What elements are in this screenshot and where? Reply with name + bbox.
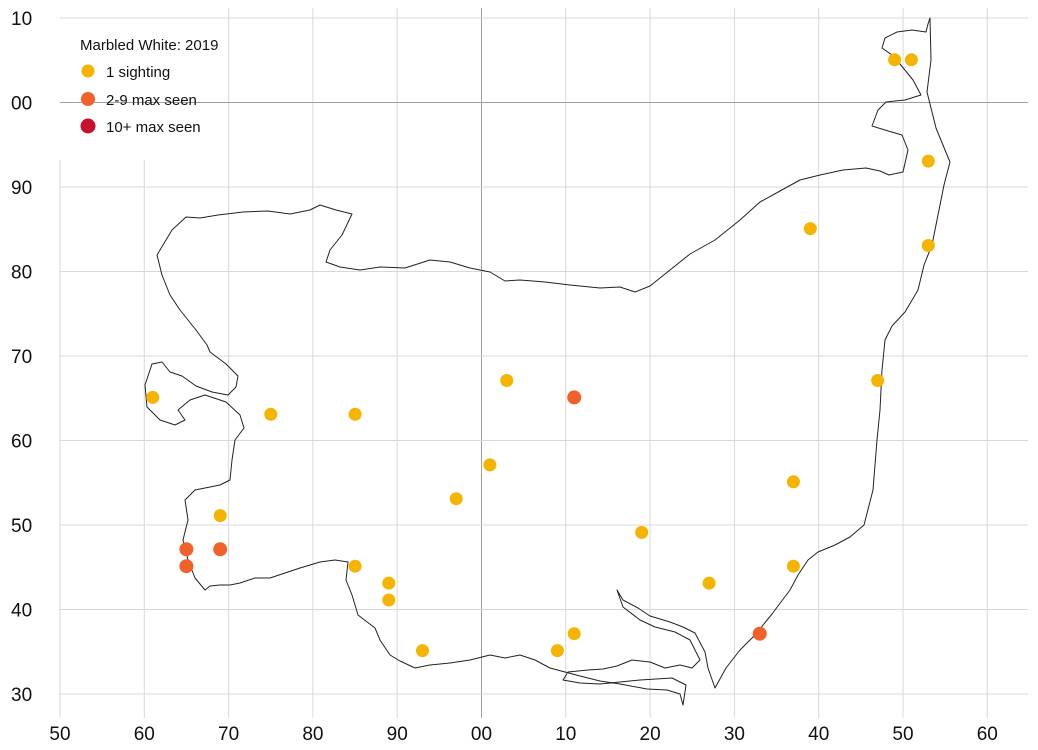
legend: Marbled White: 2019 1 sighting 2-9 max s… <box>80 37 218 136</box>
legend-label-3: 10+ max seen <box>106 119 201 136</box>
sighting-dot-single <box>635 525 649 539</box>
legend-marker-3 <box>80 118 96 134</box>
x-tick-label: 60 <box>977 724 998 745</box>
sighting-dot-single <box>904 53 918 67</box>
y-tick-label: 00 <box>11 94 32 115</box>
county-outline <box>144 17 951 706</box>
legend-item-2: 2-9 max seen <box>81 92 197 109</box>
sighting-dot-single <box>888 53 902 67</box>
sighting-dot-single <box>348 407 362 421</box>
legend-title: Marbled White: 2019 <box>80 37 218 54</box>
sighting-dot-single <box>786 559 800 573</box>
sighting-dot-single <box>213 509 227 523</box>
sighting-dot-2-9 <box>179 559 194 574</box>
sighting-dot-single <box>416 644 429 658</box>
sighting-dot-single <box>382 593 396 607</box>
sighting-dot-single <box>803 222 817 236</box>
sighting-dot-single <box>702 576 716 590</box>
y-tick-label: 40 <box>11 601 32 622</box>
legend-label-1: 1 sighting <box>106 64 170 81</box>
legend-item-3: 10+ max seen <box>80 118 201 136</box>
sighting-dot-single <box>500 374 514 387</box>
y-tick-label: 80 <box>11 263 32 284</box>
sighting-dot-single <box>567 627 581 641</box>
y-tick-label: 90 <box>11 178 32 199</box>
x-tick-label: 50 <box>892 724 913 745</box>
legend-item-1: 1 sighting <box>81 64 170 81</box>
sighting-dot-2-9 <box>213 542 228 557</box>
sighting-dots <box>146 53 935 658</box>
x-tick-label: 00 <box>471 724 492 745</box>
sighting-dot-single <box>921 239 935 252</box>
sighting-dot-single <box>264 407 278 421</box>
sighting-dot-single <box>382 576 396 590</box>
coast-outline <box>144 17 951 706</box>
x-tick-label: 30 <box>724 724 745 745</box>
sighting-dot-single <box>483 458 497 472</box>
x-tick-label: 20 <box>640 724 661 745</box>
sighting-dot-2-9 <box>179 542 194 557</box>
y-tick-label: 70 <box>11 347 32 368</box>
legend-label-2: 2-9 max seen <box>106 92 197 109</box>
x-tick-label: 80 <box>302 724 323 745</box>
y-tick-label: 10 <box>11 9 32 30</box>
sighting-dot-single <box>449 492 463 506</box>
x-tick-label: 90 <box>387 724 408 745</box>
y-tick-label: 30 <box>11 685 32 706</box>
x-tick-label: 40 <box>808 724 829 745</box>
sighting-dot-single <box>871 374 885 387</box>
sighting-dot-single <box>146 390 160 404</box>
y-tick-label: 60 <box>11 432 32 453</box>
sighting-dot-2-9 <box>752 626 767 641</box>
x-tick-label: 60 <box>134 724 155 745</box>
sighting-dot-single <box>348 559 362 573</box>
sighting-dot-single <box>550 644 564 658</box>
legend-marker-1 <box>81 64 95 78</box>
x-tick-label: 50 <box>49 724 70 745</box>
x-tick-label: 70 <box>218 724 239 745</box>
tick-labels: 50 60 70 80 90 00 10 20 30 40 50 60 10 00 90 80 70 60 50 40… <box>11 9 998 745</box>
y-tick-label: 50 <box>11 516 32 537</box>
legend-marker-2 <box>81 92 95 106</box>
x-tick-label: 10 <box>555 724 576 745</box>
grid-lines <box>59 8 1028 718</box>
sighting-dot-2-9 <box>567 390 582 405</box>
sighting-dot-single <box>786 475 800 489</box>
sighting-dot-single <box>921 154 935 168</box>
